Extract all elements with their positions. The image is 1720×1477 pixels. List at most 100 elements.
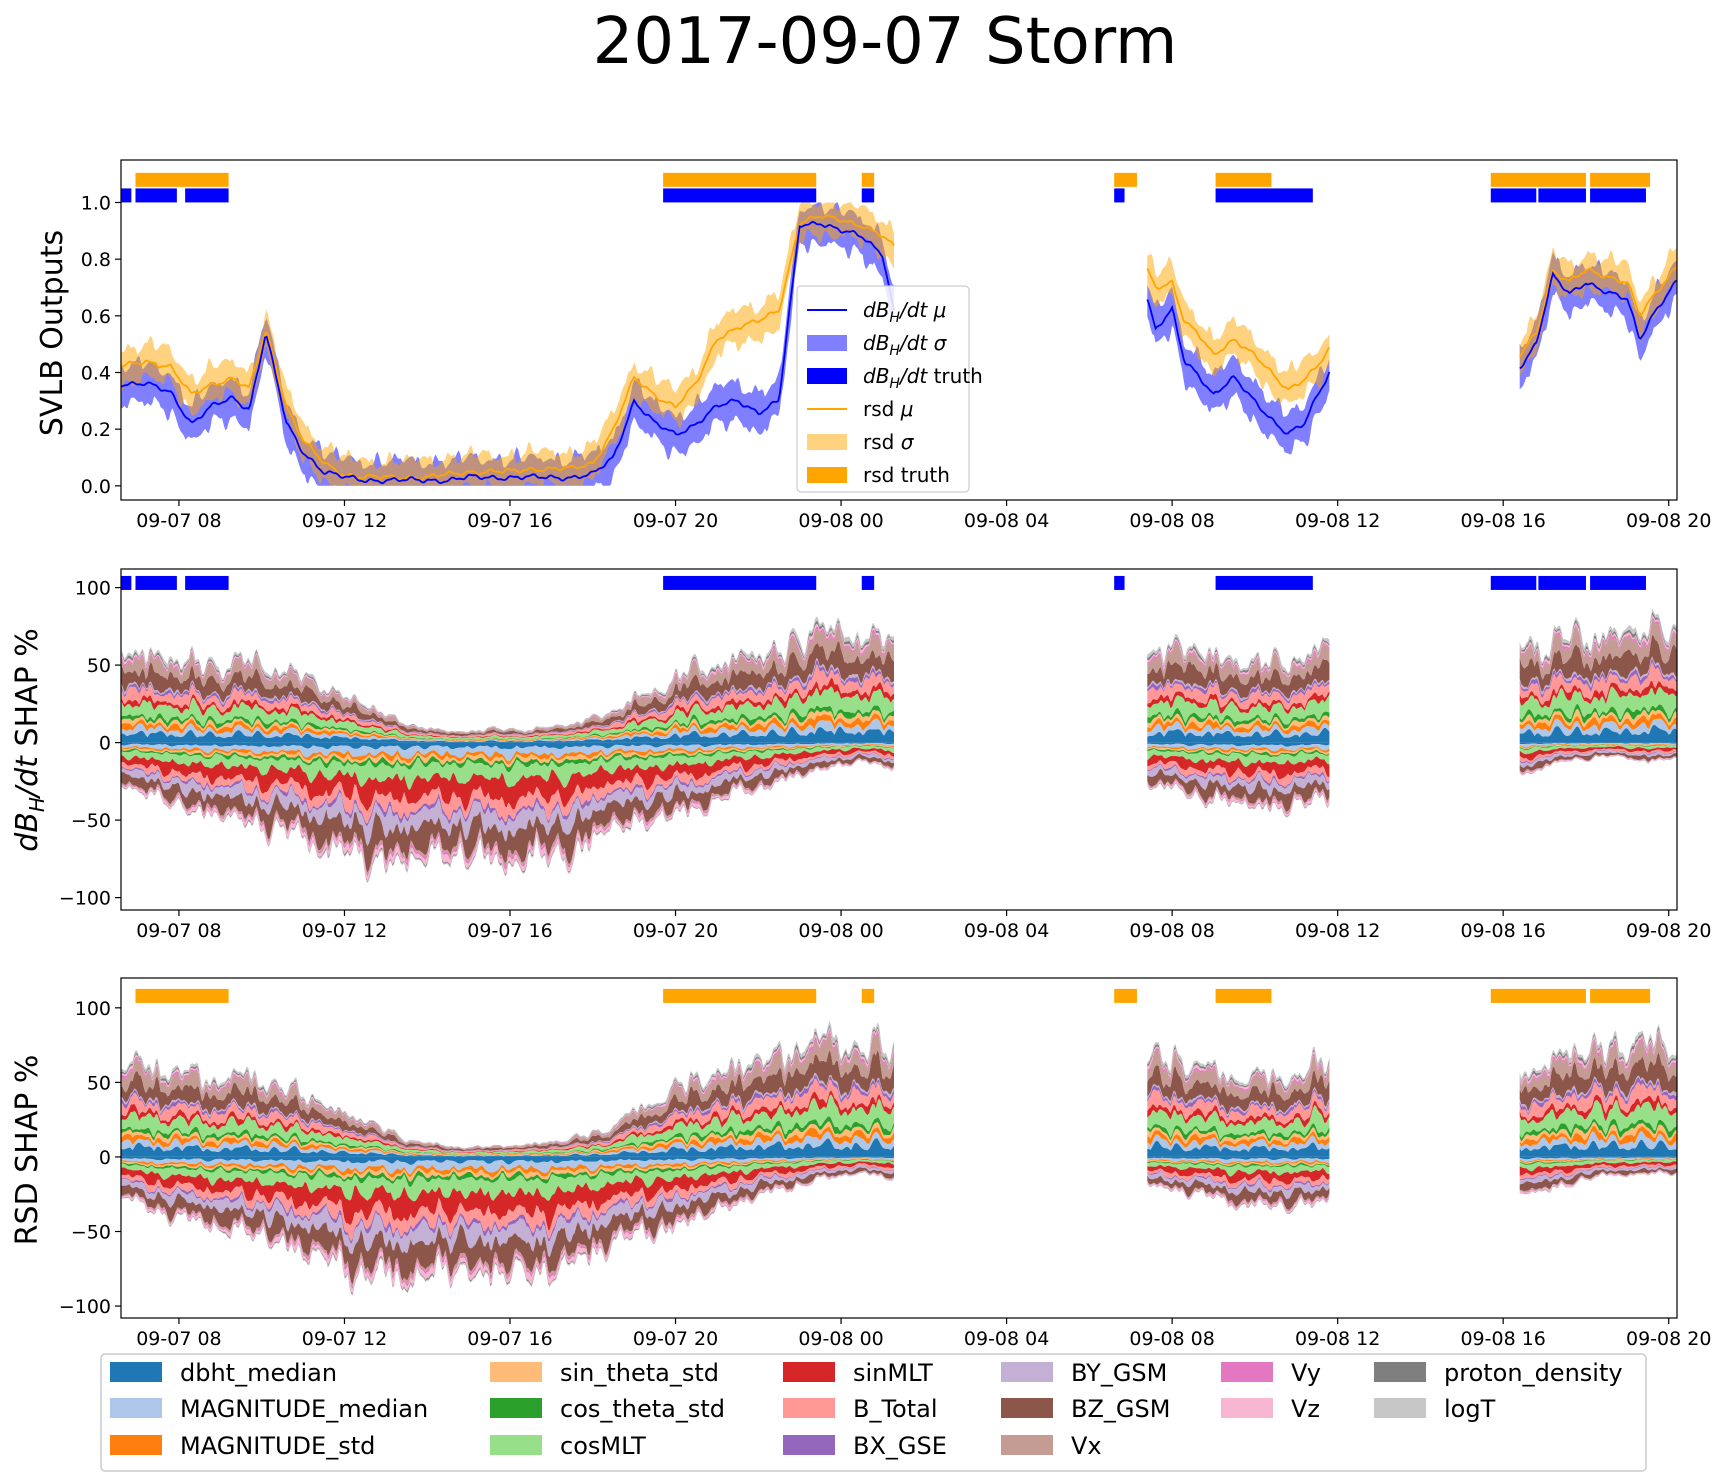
shap-neg-area-Vz <box>1519 754 1677 776</box>
shap-pos-area-BZ_GSM <box>121 1049 894 1152</box>
feature-legend-swatch-MAGNITUDE_std <box>110 1435 162 1455</box>
shap-neg-area-MAGNITUDE_median <box>121 743 894 762</box>
shap-neg-area-Vx <box>1519 1169 1677 1193</box>
feature-legend-swatch-MAGNITUDE_median <box>110 1398 162 1418</box>
legend-label: rsd truth <box>863 463 950 487</box>
shap-neg-area-BY_GSM <box>1519 1165 1677 1185</box>
rsd-mu-line <box>1518 265 1678 358</box>
shap-neg-area-BY_GSM <box>1147 764 1330 798</box>
shap-pos-area-BZ_GSM <box>1519 634 1677 692</box>
feature-legend-swatch-Vy <box>1221 1362 1273 1382</box>
shap-pos-area-sin_theta_std <box>1147 713 1330 731</box>
shap-neg-area-BY_GSM <box>121 1164 894 1258</box>
rsd-sigma-band <box>1147 253 1330 405</box>
x-tick-label: 09-07 16 <box>467 920 552 942</box>
dbhdt-truth-bar <box>1114 188 1125 203</box>
shap-pos-area-BY_GSM <box>1519 656 1677 695</box>
dbhdt-truth-bar <box>1590 188 1646 203</box>
shap-pos-area-MAGNITUDE_median <box>1519 1131 1677 1151</box>
x-tick-label: 09-07 16 <box>467 510 552 532</box>
feature-legend: dbht_median MAGNITUDE_median MAGNITUDE_std… <box>100 1353 1647 1472</box>
svlb-plot-area <box>120 172 1678 486</box>
truth-bar <box>135 575 177 590</box>
dbhdt-truth-bar <box>121 188 132 203</box>
shap-neg-area-BX_GSE <box>1519 1164 1677 1181</box>
x-tick-label: 09-08 08 <box>1129 1328 1214 1350</box>
shap-pos-area-sin_theta_std <box>121 709 894 741</box>
feature-legend-label-MAGNITUDE_std: MAGNITUDE_std <box>180 1432 375 1460</box>
shap-neg-area-dbht_median <box>1519 1156 1677 1160</box>
svlb-legend: dBH/dt μ dBH/dt σ dBH/dt truth rsd μ rsd σ rs… <box>796 285 983 493</box>
truth-bar <box>1490 988 1586 1003</box>
dbhdt-truth-bar <box>185 188 229 203</box>
feature-legend-swatch-B_Total <box>783 1398 835 1418</box>
shap-pos-area-BZ_GSM <box>1147 1065 1330 1115</box>
shap-pos-area-BX_GSE <box>1147 680 1330 704</box>
shap-pos-area-cosMLT <box>1519 1099 1677 1138</box>
truth-bar <box>1114 988 1137 1003</box>
shap-pos-area-Vz <box>1519 614 1677 668</box>
shap-pos-area-sinMLT <box>1147 690 1330 715</box>
shap-pos-area-BZ_GSM <box>1519 1052 1677 1112</box>
shap-neg-area-BZ_GSM <box>1519 751 1677 773</box>
shap-neg-area-BX_GSE <box>121 751 894 826</box>
shap-neg-area-MAGNITUDE_median <box>1519 743 1677 748</box>
shap-pos-area-cosMLT <box>1147 1105 1330 1140</box>
shap-pos-area-dbht_median <box>1147 727 1330 743</box>
shap-pos-area-MAGNITUDE_std <box>1147 717 1330 735</box>
y-tick-label: 0.0 <box>81 476 111 498</box>
legend-label: dBH/dt truth <box>863 364 983 392</box>
shap-pos-area-Vx <box>1519 619 1677 680</box>
shap-neg-area-cosMLT <box>121 745 894 791</box>
panel-svlb-outputs: 0.0 0.2 0.4 0.6 0.8 1.0 09-07 08 09-07 12 09-07 … <box>35 159 1711 532</box>
shap-pos-area-sinMLT <box>1519 1094 1677 1124</box>
shap-neg-area-cos_theta_std <box>121 1159 894 1188</box>
shap-neg-area-sinMLT <box>121 747 894 812</box>
shap-pos-area-MAGNITUDE_median <box>1147 720 1330 738</box>
feature-legend-swatch-BZ_GSM <box>1001 1398 1053 1418</box>
shap-neg-area-Vz <box>1519 1170 1677 1194</box>
shap-neg-area-sin_theta_std <box>1519 744 1677 750</box>
shap-pos-area-B_Total <box>1147 682 1330 711</box>
y-tick-label: 1.0 <box>81 193 111 215</box>
rsd-mu-line <box>120 214 895 482</box>
shap-neg-area-sinMLT <box>1147 1164 1330 1185</box>
shap-pos-area-MAGNITUDE_std <box>1147 1130 1330 1149</box>
feature-legend-label-B_Total: B_Total <box>853 1395 938 1423</box>
shap-pos-area-MAGNITUDE_median <box>121 718 894 742</box>
x-tick-label: 09-08 08 <box>1129 920 1214 942</box>
feature-legend-swatch-logT <box>1374 1398 1426 1418</box>
shap-neg-area-Vy <box>1519 754 1677 775</box>
dbhdt-shap-axes: −100 −50 0 50 100 09-07 08 09-07 12 09-07 16 09-… <box>59 568 1711 942</box>
x-tick-label: 09-08 00 <box>798 1328 883 1350</box>
x-tick-label: 09-08 08 <box>1129 510 1214 532</box>
truth-bar <box>1490 575 1537 590</box>
shap-neg-area-cosMLT <box>1519 1159 1677 1172</box>
shap-pos-area-sin_theta_std <box>1519 708 1677 728</box>
shap-neg-area-BZ_GSM <box>121 1167 894 1285</box>
y-tick-label: 100 <box>75 578 111 600</box>
shap-neg-area-B_Total <box>1147 760 1330 787</box>
shap-neg-area-MAGNITUDE_median <box>121 1157 894 1175</box>
shap-neg-area-Vx <box>1519 754 1677 774</box>
rsd-truth-bar <box>1490 172 1586 187</box>
shap-neg-area-BY_GSM <box>1519 750 1677 768</box>
shap-pos-area-Vx <box>1147 1050 1330 1101</box>
feature-legend-label-MAGNITUDE_median: MAGNITUDE_median <box>180 1395 428 1423</box>
shap-pos-area-BZ_GSM <box>121 641 894 737</box>
shap-neg-area-cos_theta_std <box>1519 1159 1677 1165</box>
feature-legend-label-BZ_GSM: BZ_GSM <box>1071 1395 1170 1423</box>
x-tick-label: 09-08 04 <box>964 1328 1049 1350</box>
x-tick-label: 09-07 12 <box>302 510 387 532</box>
x-tick-label: 09-07 20 <box>633 920 718 942</box>
y-tick-label: −100 <box>59 888 111 910</box>
shap-neg-area-proton_density <box>1519 755 1677 776</box>
y-tick-label: 0.2 <box>81 419 111 441</box>
shap-neg-area-B_Total <box>1519 748 1677 763</box>
shap-neg-area-cos_theta_std <box>1147 748 1330 758</box>
rsd-truth-bar <box>1114 172 1137 187</box>
shap-pos-area-dbht_median <box>1147 1140 1330 1157</box>
shap-neg-area-MAGNITUDE_median <box>1147 743 1330 752</box>
dbhdt-truth-bar <box>1538 188 1586 203</box>
legend-swatch <box>807 335 847 351</box>
